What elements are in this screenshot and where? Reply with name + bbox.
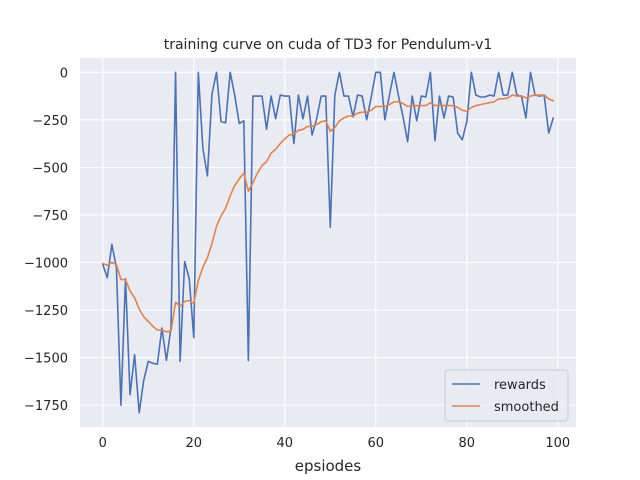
x-tick-label: 40 <box>276 436 293 451</box>
x-tick-labels: 0 20 40 60 80 100 <box>99 436 571 451</box>
x-tick-label: 20 <box>185 436 202 451</box>
series-line-smoothed <box>101 94 555 333</box>
legend-label-smoothed: smoothed <box>494 400 559 415</box>
legend-label-rewards: rewards <box>494 378 546 393</box>
series-lines <box>101 71 555 414</box>
legend: rewards smoothed <box>444 369 569 422</box>
y-tick-label: −250 <box>32 114 68 129</box>
y-tick-label: −1750 <box>24 399 68 414</box>
legend-box <box>444 369 569 422</box>
y-tick-label: −500 <box>32 161 68 176</box>
x-tick-label: 80 <box>459 436 476 451</box>
x-axis-label: epsiodes <box>295 457 362 475</box>
x-tick-label: 60 <box>368 436 385 451</box>
series-line-rewards <box>101 71 555 414</box>
y-tick-label: −1000 <box>24 256 68 271</box>
x-tick-label: 100 <box>545 436 570 451</box>
x-tick-label: 0 <box>99 436 107 451</box>
y-tick-label: −750 <box>32 209 68 224</box>
y-tick-label: 0 <box>60 66 68 81</box>
y-tick-label: −1250 <box>24 304 68 319</box>
y-tick-labels: 0 −250 −500 −750 −1000 −1250 −1500 −1750 <box>24 66 68 414</box>
y-tick-label: −1500 <box>24 352 68 367</box>
chart-title: training curve on cuda of TD3 for Pendul… <box>164 37 493 53</box>
